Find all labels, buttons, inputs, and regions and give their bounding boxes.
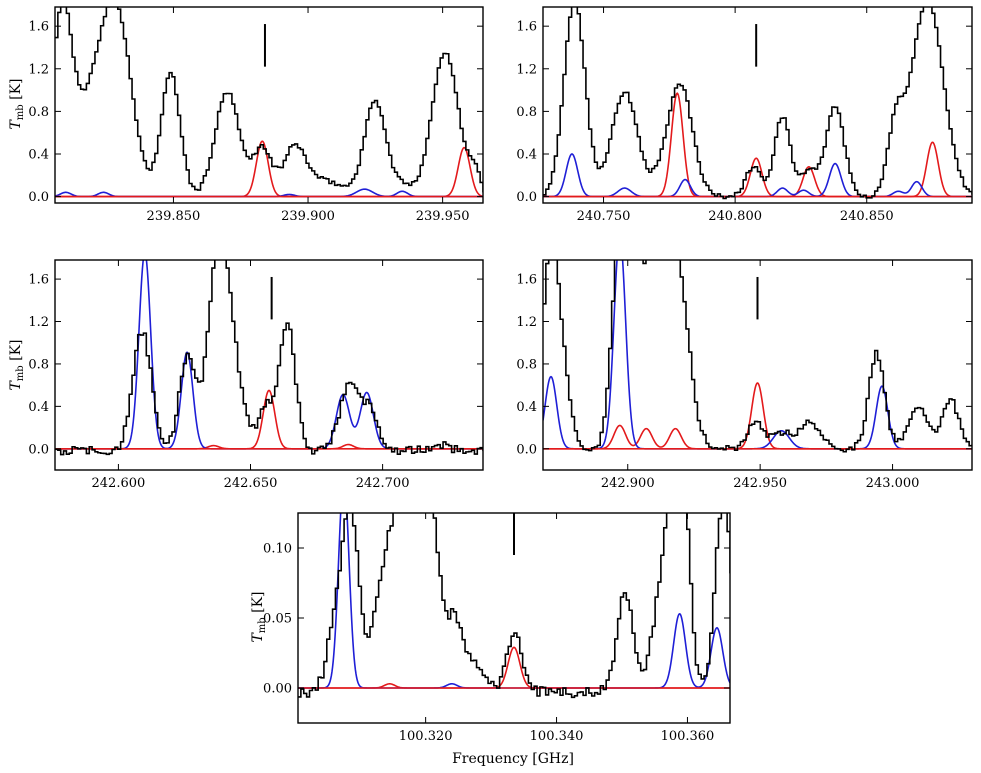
svg-text:Tmb [K]: Tmb [K]: [8, 78, 26, 129]
panel-bottom-center: 100.320 100.340 100.360 0.00 0.05 0.10: [263, 512, 731, 744]
x-tick-label: 239.850: [147, 209, 201, 224]
y-tick-label: 0.8: [516, 105, 537, 120]
y-tick-label: 0.0: [28, 190, 49, 205]
xlabel: Frequency [GHz]: [452, 751, 574, 767]
y-tick-label: 1.6: [516, 20, 537, 35]
ylabel-bottom-center: Tmb [K]: [250, 591, 268, 642]
ylabel-middle-left: Tmb [K]: [8, 339, 26, 390]
x-tick-label: 242.950: [733, 476, 787, 491]
panel-middle-left: 242.600 242.650 242.700 0.0 0.4 0.8 1.2 1.6: [28, 259, 484, 491]
panel-top-right: 240.750 240.800 240.850 0.0 0.4 0.8 1.2 1.6: [516, 6, 973, 224]
y-tick-label: 0.00: [263, 682, 292, 697]
observed-spectrum: [543, 7, 972, 200]
observed-spectrum: [298, 513, 730, 699]
model-red-line: [543, 92, 972, 198]
svg-text:Tmb [K]: Tmb [K]: [250, 591, 268, 642]
y-tick-label: 0.0: [28, 442, 49, 457]
observed-spectrum: [543, 260, 972, 453]
axes-frame: [542, 6, 973, 204]
x-tick-label: 243.000: [866, 476, 920, 491]
x-tick-label: 239.950: [416, 209, 470, 224]
plot-area: [55, 260, 483, 456]
y-tick-label: 1.2: [516, 62, 537, 77]
axes-frame: [54, 6, 484, 204]
plot-area: [543, 260, 972, 453]
model-red-line: [298, 646, 730, 689]
y-tick-label: 1.6: [516, 273, 537, 288]
x-tick-label: 100.340: [530, 729, 584, 744]
y-tick-label: 0.4: [516, 148, 537, 163]
y-tick-label: 0.8: [28, 357, 49, 372]
x-tick-label: 242.900: [601, 476, 655, 491]
x-tick-label: 239.900: [281, 209, 335, 224]
y-tick-label: 0.0: [516, 442, 537, 457]
y-tick-label: 0.10: [263, 542, 292, 557]
model-red-line: [55, 140, 483, 198]
x-tick-label: 100.360: [661, 729, 715, 744]
x-tick-label: 100.320: [399, 729, 453, 744]
y-tick-label: 1.2: [516, 315, 537, 330]
x-tick-label: 242.700: [356, 476, 410, 491]
ylabel-top-left: Tmb [K]: [8, 78, 26, 129]
model-blue-line: [298, 513, 730, 689]
plot-area: [543, 7, 972, 200]
x-tick-label: 242.600: [92, 476, 146, 491]
axes-frame: [54, 259, 484, 471]
model-blue-line: [543, 260, 972, 450]
y-tick-label: 0.05: [263, 612, 292, 627]
x-tick-label: 240.800: [708, 209, 762, 224]
y-tick-label: 0.8: [28, 105, 49, 120]
svg-text:Tmb [K]: Tmb [K]: [8, 339, 26, 390]
model-blue-line: [55, 188, 483, 198]
panel-top-left: 239.850 239.900 239.950 0.0 0.4 0.8 1.2 1.6: [28, 6, 484, 224]
y-tick-label: 0.4: [516, 400, 537, 415]
panel-middle-right: 242.900 242.950 243.000 0.0 0.4 0.8 1.2 1.6: [516, 259, 973, 491]
x-tick-label: 242.650: [224, 476, 278, 491]
observed-spectrum: [55, 260, 483, 456]
y-tick-label: 0.4: [28, 400, 49, 415]
y-tick-label: 0.4: [28, 148, 49, 163]
model-red-line: [543, 382, 972, 450]
model-blue-line: [55, 260, 483, 450]
observed-spectrum: [55, 7, 483, 193]
axes-frame: [542, 259, 973, 471]
y-tick-label: 0.8: [516, 357, 537, 372]
x-tick-label: 240.750: [577, 209, 631, 224]
plot-area: [55, 7, 483, 198]
x-tick-label: 240.850: [840, 209, 894, 224]
y-tick-label: 1.6: [28, 20, 49, 35]
plot-area: [298, 513, 730, 699]
y-tick-label: 1.2: [28, 62, 49, 77]
y-tick-label: 0.0: [516, 190, 537, 205]
y-tick-label: 1.2: [28, 315, 49, 330]
y-tick-label: 1.6: [28, 273, 49, 288]
